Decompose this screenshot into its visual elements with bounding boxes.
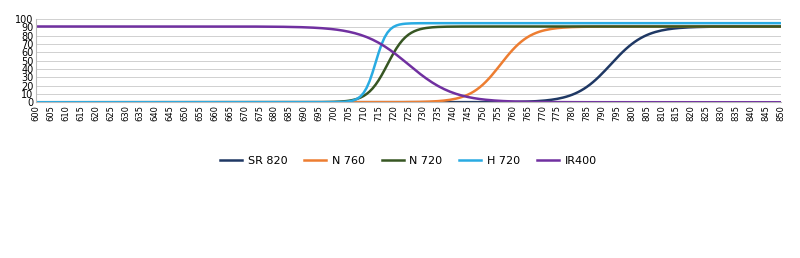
H 720	[534, 22, 544, 25]
H 720	[472, 22, 482, 25]
Legend: SR 820, N 760, N 720, H 720, IR400: SR 820, N 760, N 720, H 720, IR400	[216, 151, 601, 170]
N 720	[534, 25, 544, 28]
N 760	[472, 88, 482, 91]
N 720	[370, 83, 380, 86]
N 760	[591, 25, 601, 28]
N 760	[370, 101, 380, 104]
SR 820	[776, 25, 786, 28]
IR400	[776, 101, 786, 104]
IR400	[370, 39, 380, 43]
SR 820	[323, 101, 333, 104]
IR400	[472, 97, 482, 100]
N 760	[776, 25, 786, 28]
H 720	[323, 101, 333, 104]
Line: SR 820: SR 820	[36, 27, 781, 102]
SR 820	[481, 101, 490, 104]
N 720	[776, 25, 786, 28]
N 720	[472, 25, 482, 28]
N 720	[591, 25, 601, 28]
H 720	[776, 22, 786, 25]
Line: H 720: H 720	[36, 23, 781, 102]
IR400	[534, 100, 544, 103]
SR 820	[31, 101, 41, 104]
N 720	[481, 25, 490, 28]
N 760	[534, 30, 544, 33]
SR 820	[591, 78, 601, 81]
N 760	[31, 101, 41, 104]
H 720	[31, 101, 41, 104]
IR400	[481, 98, 490, 101]
IR400	[323, 27, 333, 30]
N 760	[323, 101, 333, 104]
H 720	[591, 22, 601, 25]
H 720	[370, 61, 380, 64]
H 720	[481, 22, 490, 25]
IR400	[31, 25, 41, 28]
IR400	[591, 101, 601, 104]
SR 820	[472, 101, 482, 104]
H 720	[594, 22, 604, 25]
Line: N 720: N 720	[36, 27, 781, 102]
Line: N 760: N 760	[36, 27, 781, 102]
SR 820	[370, 101, 380, 104]
N 760	[481, 80, 490, 83]
Line: IR400: IR400	[36, 27, 781, 102]
N 720	[323, 101, 333, 104]
N 720	[749, 25, 758, 28]
N 720	[31, 101, 41, 104]
SR 820	[534, 99, 544, 102]
